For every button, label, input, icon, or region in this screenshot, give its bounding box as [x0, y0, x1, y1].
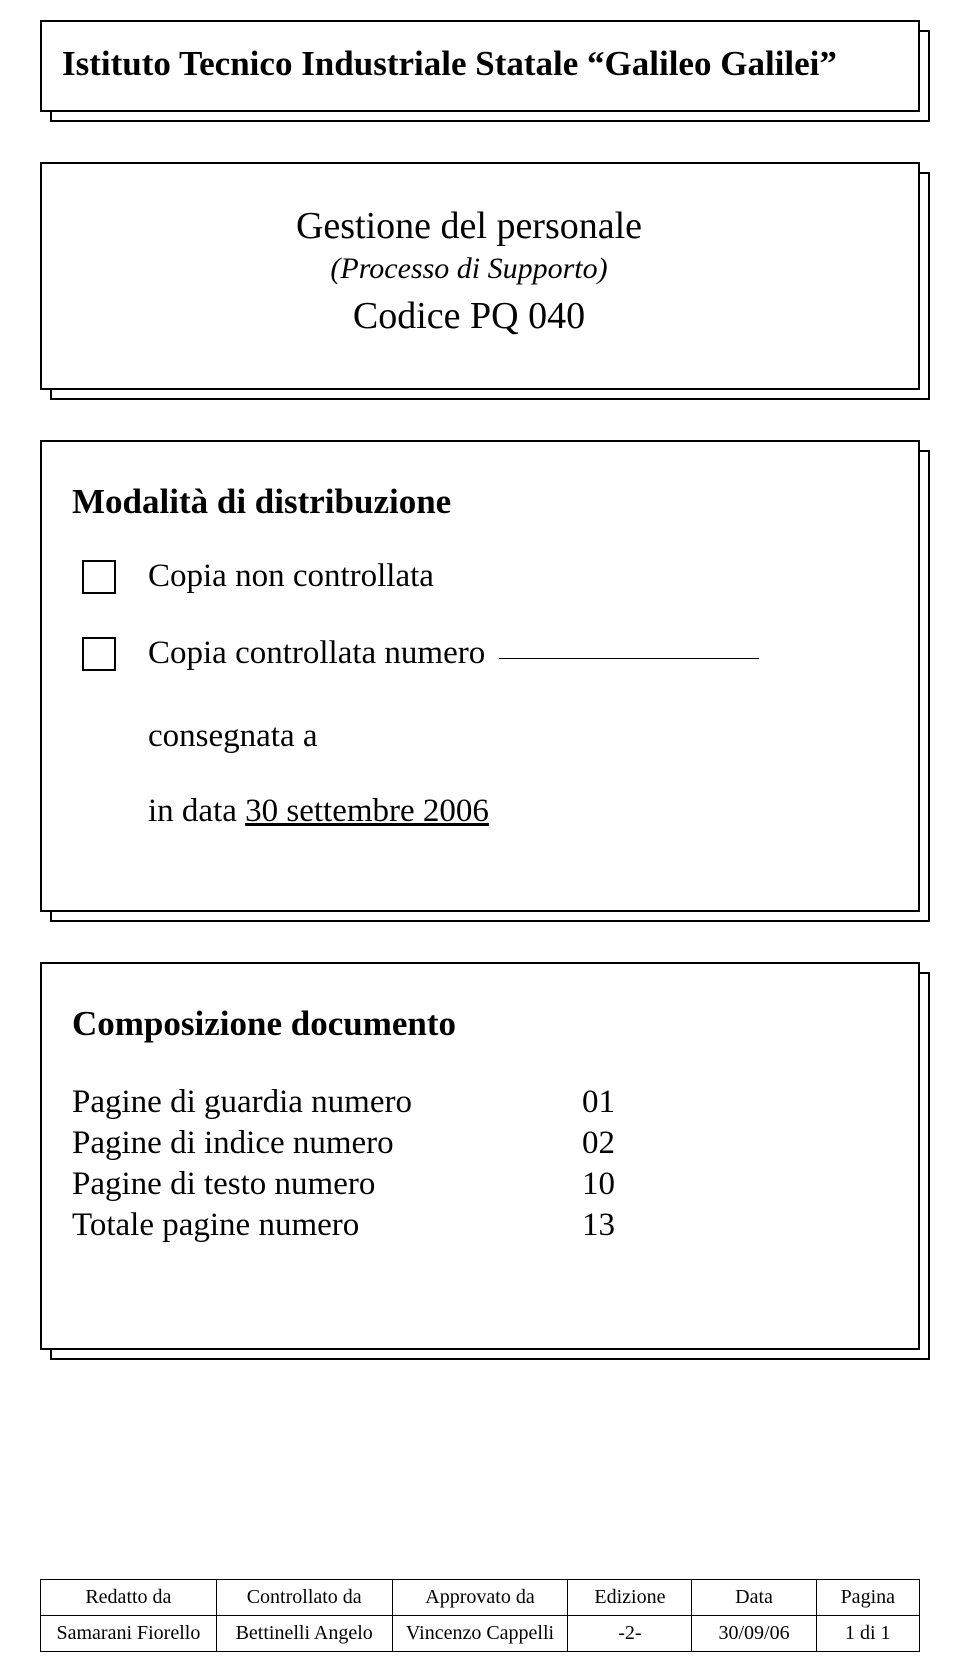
institution-title: Istituto Tecnico Industriale Statale “Ga…	[62, 44, 898, 84]
composition-box: Composizione documento Pagine di guardia…	[40, 962, 920, 1350]
footer-header-redatto: Redatto da	[41, 1580, 217, 1616]
distribution-box: Modalità di distribuzione Copia non cont…	[40, 440, 920, 912]
delivered-block: consegnata a in data 30 settembre 2006	[148, 718, 888, 830]
composition-label: Pagine di guardia numero	[72, 1084, 582, 1121]
checkbox-uncontrolled[interactable]	[82, 560, 116, 594]
management-title: Gestione del personale	[68, 204, 870, 248]
code-line: Codice PQ 040	[68, 294, 870, 338]
option-label-2: Copia controllata numero	[148, 635, 759, 672]
date-line: in data 30 settembre 2006	[148, 793, 888, 830]
composition-label: Pagine di indice numero	[72, 1125, 582, 1162]
footer-header-pagina: Pagina	[816, 1580, 919, 1616]
footer-value-redatto: Samarani Fiorello	[41, 1616, 217, 1652]
composition-row: Pagine di guardia numero 01	[72, 1084, 888, 1121]
footer-header-controllato: Controllato da	[216, 1580, 392, 1616]
distribution-title: Modalità di distribuzione	[72, 482, 888, 522]
footer-value-pagina: 1 di 1	[816, 1616, 919, 1652]
footer-value-controllato: Bettinelli Angelo	[216, 1616, 392, 1652]
distribution-option-1: Copia non controllata	[72, 558, 888, 595]
institution-box: Istituto Tecnico Industriale Statale “Ga…	[40, 20, 920, 112]
composition-title: Composizione documento	[72, 1004, 888, 1044]
process-subtitle: (Processo di Supporto)	[68, 252, 870, 286]
checkbox-controlled[interactable]	[82, 637, 116, 671]
footer-value-approvato: Vincenzo Cappelli	[392, 1616, 568, 1652]
footer-table: Redatto da Controllato da Approvato da E…	[40, 1579, 920, 1652]
date-prefix: in data	[148, 793, 245, 829]
box-front: Gestione del personale (Processo di Supp…	[40, 162, 920, 390]
composition-value: 02	[582, 1125, 615, 1162]
option-2-text: Copia controllata numero	[148, 635, 485, 671]
composition-label: Totale pagine numero	[72, 1207, 582, 1244]
composition-row: Pagine di indice numero 02	[72, 1125, 888, 1162]
footer-header-data: Data	[692, 1580, 816, 1616]
footer-header-row: Redatto da Controllato da Approvato da E…	[41, 1580, 920, 1616]
box-front: Istituto Tecnico Industriale Statale “Ga…	[40, 20, 920, 112]
distribution-option-2: Copia controllata numero	[72, 635, 888, 672]
composition-row: Pagine di testo numero 10	[72, 1166, 888, 1203]
date-value: 30 settembre 2006	[245, 793, 489, 829]
footer-header-edizione: Edizione	[568, 1580, 692, 1616]
composition-label: Pagine di testo numero	[72, 1166, 582, 1203]
composition-value: 13	[582, 1207, 615, 1244]
box-front: Modalità di distribuzione Copia non cont…	[40, 440, 920, 912]
page: Istituto Tecnico Industriale Statale “Ga…	[0, 0, 960, 1676]
footer-header-approvato: Approvato da	[392, 1580, 568, 1616]
composition-row: Totale pagine numero 13	[72, 1207, 888, 1244]
option-label-1: Copia non controllata	[148, 558, 434, 595]
footer-value-row: Samarani Fiorello Bettinelli Angelo Vinc…	[41, 1616, 920, 1652]
header-block: Gestione del personale (Processo di Supp…	[40, 162, 920, 390]
footer-value-edizione: -2-	[568, 1616, 692, 1652]
box-front: Composizione documento Pagine di guardia…	[40, 962, 920, 1350]
footer-value-data: 30/09/06	[692, 1616, 816, 1652]
number-blank-line	[499, 658, 759, 659]
composition-value: 01	[582, 1084, 615, 1121]
composition-value: 10	[582, 1166, 615, 1203]
delivered-to-line: consegnata a	[148, 718, 888, 755]
